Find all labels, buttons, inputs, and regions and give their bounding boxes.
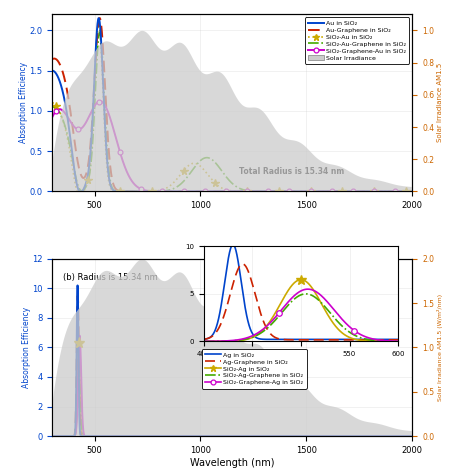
Y-axis label: Solar Irradiance AM1.5 (W/m²/nm): Solar Irradiance AM1.5 (W/m²/nm): [437, 294, 443, 401]
Y-axis label: Solar Irradiance AM1.5: Solar Irradiance AM1.5: [437, 63, 443, 143]
Y-axis label: Absorption Efficiency: Absorption Efficiency: [19, 62, 28, 144]
Legend: Ag in SiO₂, Ag-Graphene in SiO₂, SiO₂-Ag in SiO₂, SiO₂-Ag-Graphene in SiO₂, SiO₂: Ag in SiO₂, Ag-Graphene in SiO₂, SiO₂-Ag…: [202, 349, 307, 389]
Text: Total Radius is 15.34 nm: Total Radius is 15.34 nm: [239, 167, 345, 176]
X-axis label: Wavelength (nm): Wavelength (nm): [190, 457, 274, 467]
Y-axis label: Absorption Efficiency: Absorption Efficiency: [21, 307, 30, 388]
Legend: Au in SiO₂, Au-Graphene in SiO₂, SiO₂-Au in SiO₂, SiO₂-Au-Graphene in SiO₂, SiO₂: Au in SiO₂, Au-Graphene in SiO₂, SiO₂-Au…: [305, 18, 409, 64]
Text: (b) Radius is 15.34 nm: (b) Radius is 15.34 nm: [63, 273, 158, 282]
